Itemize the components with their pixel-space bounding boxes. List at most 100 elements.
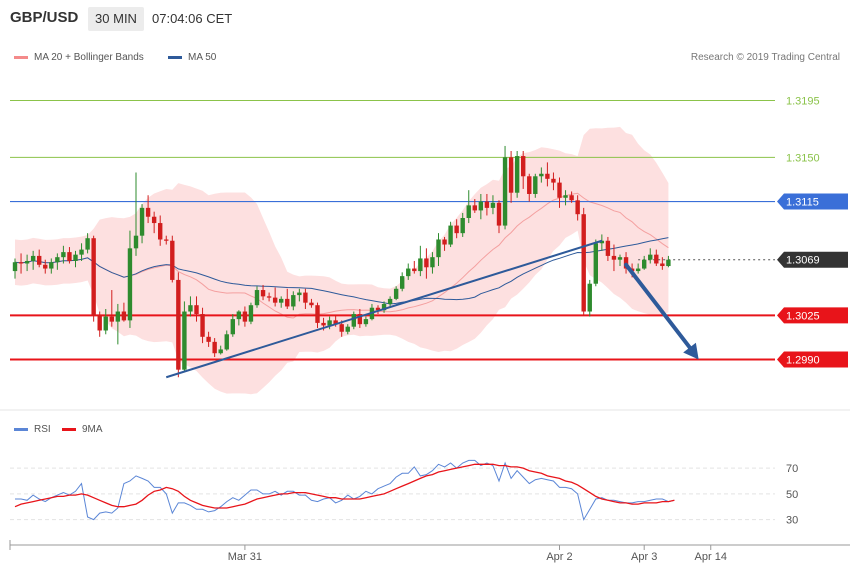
candle-body	[188, 305, 193, 312]
candle-body	[533, 176, 538, 194]
candle-body	[581, 214, 586, 312]
legend-swatch-rsi-ma	[62, 427, 76, 431]
candle-body	[617, 257, 623, 260]
candle-body	[484, 201, 490, 208]
candle-body	[182, 311, 187, 370]
candle-body	[545, 173, 550, 179]
candle-body	[145, 207, 151, 217]
legend-label-rsi: RSI	[34, 424, 51, 435]
candle-body	[85, 238, 90, 250]
candle-body	[103, 316, 108, 331]
candle-body	[472, 205, 477, 211]
x-tick-label: Apr 2	[546, 551, 572, 563]
candle-body	[321, 322, 326, 326]
projection-arrow-head	[683, 342, 699, 360]
candle-body	[224, 334, 229, 350]
candle-body	[230, 319, 235, 335]
candle-body	[393, 288, 399, 299]
rsi-tick-label: 30	[786, 515, 798, 527]
candle-body	[648, 254, 653, 260]
x-tick-label: Apr 3	[631, 551, 657, 563]
candle-body	[575, 200, 580, 215]
candle-body	[303, 292, 308, 303]
candle-body	[248, 305, 254, 322]
level-tag-1.3025	[777, 307, 848, 324]
candle-body	[490, 202, 496, 208]
candle-body	[605, 240, 611, 256]
bollinger-band	[15, 126, 669, 395]
level-label-1.3115: 1.3115	[786, 197, 819, 209]
legend-label-rsi-ma: 9MA	[82, 424, 103, 435]
candle-body	[508, 157, 514, 193]
candle-body	[151, 216, 157, 224]
candle-body	[521, 156, 526, 177]
candle-body	[121, 311, 127, 321]
candle-body	[363, 319, 369, 325]
candle-body	[170, 240, 175, 280]
candle-body	[593, 243, 598, 284]
symbol-title: GBP/USD	[10, 9, 79, 26]
level-label-1.3025: 1.3025	[786, 310, 820, 322]
candle-body	[345, 326, 350, 332]
level-tag-1.3069	[777, 251, 848, 268]
candle-body	[24, 260, 30, 264]
candle-body	[97, 315, 102, 331]
candle-body	[139, 207, 145, 236]
candle-body	[12, 262, 18, 272]
candle-body	[37, 255, 42, 265]
candle-body	[115, 311, 121, 322]
trendline	[165, 239, 603, 379]
candle-body	[61, 252, 66, 258]
candle-body	[642, 259, 647, 269]
candle-body	[30, 255, 36, 261]
candle-body	[442, 239, 447, 245]
candle-body	[49, 262, 54, 269]
candle-body	[454, 225, 459, 234]
candle-body	[291, 295, 296, 307]
x-tick-label: Mar 31	[228, 551, 262, 563]
candle-body	[127, 248, 133, 321]
ma50-line	[14, 237, 669, 305]
candle-body	[611, 255, 617, 260]
candle-body	[73, 254, 78, 261]
candle-body	[387, 298, 393, 304]
x-tick-label: Apr 14	[695, 551, 727, 563]
candle-body	[242, 311, 248, 322]
legend-ma50: MA 50	[168, 52, 216, 63]
candle-body	[260, 290, 266, 297]
candle-body	[527, 176, 532, 194]
candle-body	[666, 259, 671, 267]
candle-body	[412, 268, 417, 272]
candle-body	[357, 314, 363, 325]
level-tag-1.2990	[777, 351, 848, 368]
candle-body	[158, 223, 163, 240]
candle-body	[418, 258, 423, 272]
level-label-1.3069: 1.3069	[786, 255, 820, 267]
candle-body	[266, 296, 272, 298]
legend-swatch-ma20	[14, 55, 28, 59]
candle-body	[375, 307, 381, 311]
candle-body	[43, 264, 48, 269]
legend-swatch-ma50	[168, 55, 182, 59]
candle-body	[660, 263, 665, 267]
candle-body	[539, 173, 544, 177]
candle-body	[599, 240, 605, 244]
candle-body	[654, 254, 659, 264]
candle-body	[109, 316, 114, 322]
legend-rsi-ma: 9MA	[62, 424, 103, 435]
candle-body	[381, 303, 387, 311]
candle-body	[55, 257, 60, 263]
rsi-tick-label: 50	[786, 489, 798, 501]
timeframe-badge[interactable]: 30 MIN	[88, 7, 144, 31]
level-tag-1.3115	[777, 193, 848, 210]
candle-body	[285, 298, 290, 307]
candle-body	[514, 156, 520, 193]
candle-body	[478, 201, 484, 211]
candle-body	[206, 336, 211, 342]
level-label-1.3195: 1.3195	[786, 95, 820, 107]
chart-header: GBP/USD 30 MIN 07:04:06 CET	[0, 0, 850, 38]
candle-body	[212, 341, 217, 354]
candle-body	[164, 239, 169, 241]
rsi-panel: 30 50 70	[10, 459, 798, 527]
